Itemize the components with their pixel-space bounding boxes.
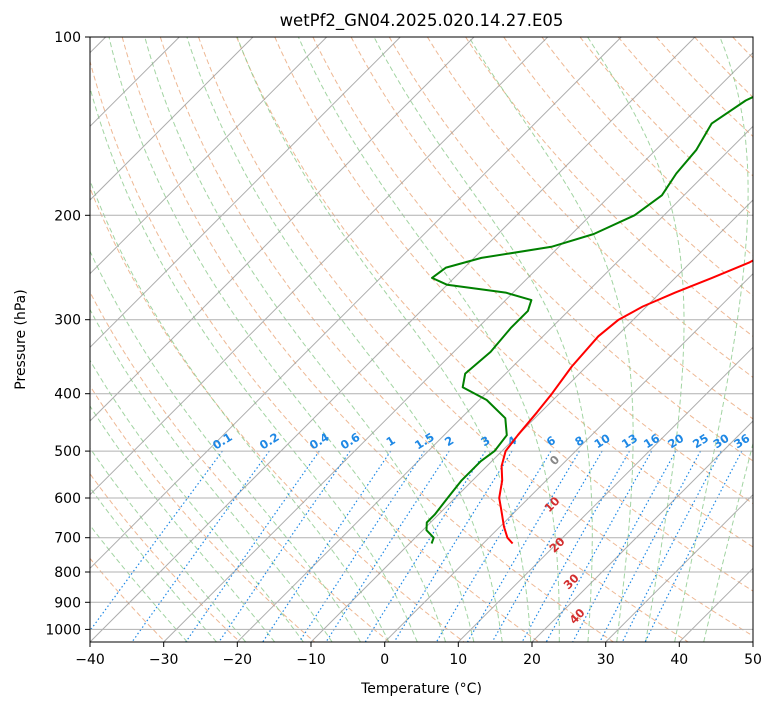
y-tick-label: 900	[54, 595, 81, 611]
x-axis-label: Temperature (°C)	[360, 681, 482, 697]
x-tick-label: −10	[296, 652, 326, 668]
chart-title: wetPf2_GN04.2025.020.14.27.E05	[280, 11, 564, 31]
x-tick-label: 10	[449, 652, 467, 668]
x-tick-label: −40	[75, 652, 105, 668]
y-tick-label: 600	[54, 491, 81, 507]
x-tick-label: 0	[380, 652, 389, 668]
y-tick-label: 200	[54, 208, 81, 224]
y-tick-label: 800	[54, 565, 81, 581]
y-axis-label: Pressure (hPa)	[13, 289, 29, 389]
x-tick-label: −30	[149, 652, 179, 668]
x-tick-label: 40	[670, 652, 688, 668]
x-tick-label: −20	[223, 652, 253, 668]
y-tick-label: 700	[54, 531, 81, 547]
x-tick-label: 50	[744, 652, 762, 668]
y-tick-label: 300	[54, 313, 81, 329]
x-tick-label: 30	[597, 652, 615, 668]
y-tick-label: 400	[54, 387, 81, 403]
y-tick-label: 500	[54, 444, 81, 460]
y-tick-label: 100	[54, 30, 81, 46]
y-tick-label: 1000	[45, 622, 81, 638]
x-tick-label: 20	[523, 652, 541, 668]
